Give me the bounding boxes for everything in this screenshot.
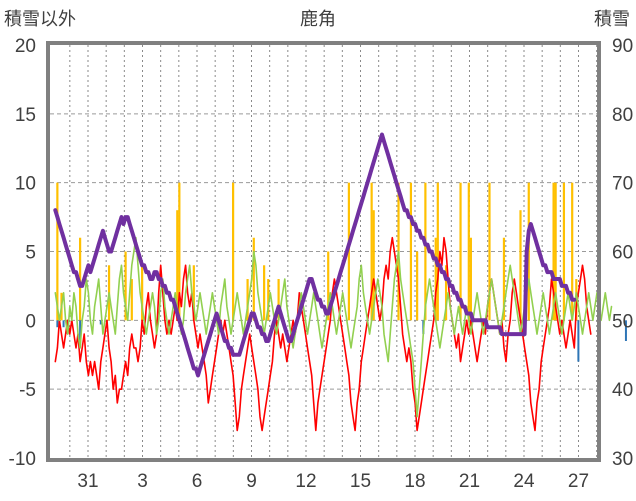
right-tick-labels: 90 80 70 60 50 40 30: [612, 36, 633, 470]
snowfall-bar: [436, 182, 439, 321]
snowfall-bar: [575, 279, 578, 321]
left-tick-label: 10: [15, 174, 36, 195]
snowfall-bar: [467, 182, 470, 321]
snowfall-bar: [502, 237, 506, 321]
right-tick-label: 30: [612, 449, 633, 470]
snowfall-bar: [192, 265, 195, 321]
snowfall-bar: [444, 265, 448, 321]
temp-mean-line: [54, 236, 613, 418]
chart-title: 鹿角: [300, 9, 336, 30]
snowfall-bar: [554, 182, 557, 321]
snowfall-bar: [56, 182, 59, 321]
grid: [50, 45, 598, 458]
precipitation-bar: [99, 320, 102, 325]
snowfall-bar: [552, 182, 555, 321]
x-tick-label: 3: [137, 471, 148, 492]
snowfall-bar: [409, 182, 413, 321]
snowfall-bar: [459, 182, 462, 321]
snowfall-bar: [232, 182, 235, 321]
x-tick-label: 12: [295, 471, 316, 492]
x-tick-label: 6: [192, 471, 203, 492]
plot-frame: [46, 41, 601, 462]
left-tick-label: -10: [9, 449, 36, 470]
snowfall-bar: [130, 279, 133, 321]
snowfall-bar: [267, 279, 270, 321]
snowfall-bar: [176, 210, 179, 321]
x-tick-labels: 31 3 6 9 12 15 18 21 24 27: [77, 471, 589, 492]
precipitation-bar: [79, 320, 82, 346]
snowfall-bar: [124, 251, 127, 321]
snowfall-bar: [277, 279, 280, 321]
snowfall-bar: [263, 265, 266, 321]
left-tick-labels: 20 15 10 5 0 -5 -10: [9, 36, 36, 470]
right-tick-label: 70: [612, 174, 633, 195]
right-tick-label: 60: [612, 243, 633, 264]
left-tick-label: 0: [25, 311, 36, 332]
left-axis-label: 積雪以外: [4, 9, 76, 30]
snowfall-bar: [252, 237, 255, 321]
x-tick-label: 31: [77, 471, 98, 492]
x-tick-label: 21: [459, 471, 480, 492]
snowfall-bar: [562, 182, 566, 321]
precipitation-bar: [577, 320, 580, 362]
right-tick-label: 90: [612, 36, 633, 57]
snowfall-bar: [327, 251, 330, 321]
snowfall-bar: [519, 210, 522, 321]
precipitation-bar: [624, 320, 627, 341]
snowfall-bar: [434, 237, 437, 321]
snowfall-bar: [527, 182, 530, 321]
snowfall-bar: [424, 182, 427, 321]
left-tick-label: 5: [25, 243, 36, 264]
left-tick-label: -5: [19, 380, 36, 401]
right-tick-label: 50: [612, 311, 633, 332]
right-axis-label: 積雪: [594, 9, 630, 30]
snow-depth-line: [53, 132, 577, 378]
x-tick-label: 9: [246, 471, 257, 492]
right-tick-label: 80: [612, 105, 633, 126]
snowfall-bar: [370, 182, 373, 321]
snowfall-bar: [246, 279, 249, 321]
snowfall-bar: [347, 182, 350, 321]
snowfall-bar: [571, 182, 574, 321]
left-tick-label: 15: [15, 105, 36, 126]
left-tick-label: 20: [15, 36, 36, 57]
snowfall-bar: [416, 251, 419, 321]
snowfall-bar: [178, 182, 181, 321]
snowfall-bar: [372, 210, 375, 321]
snowfall-bar: [79, 237, 82, 321]
right-tick-label: 40: [612, 380, 633, 401]
x-tick-label: 27: [568, 471, 589, 492]
precipitation-bar: [62, 320, 65, 328]
snowfall-bar: [488, 182, 491, 321]
x-tick-label: 24: [513, 471, 535, 492]
x-tick-label: 18: [404, 471, 425, 492]
x-tick-label: 15: [350, 471, 371, 492]
precipitation-bar: [56, 320, 59, 328]
snowfall-bar: [469, 237, 472, 321]
snowfall-bar: [141, 265, 144, 321]
series-lines: [53, 132, 613, 432]
